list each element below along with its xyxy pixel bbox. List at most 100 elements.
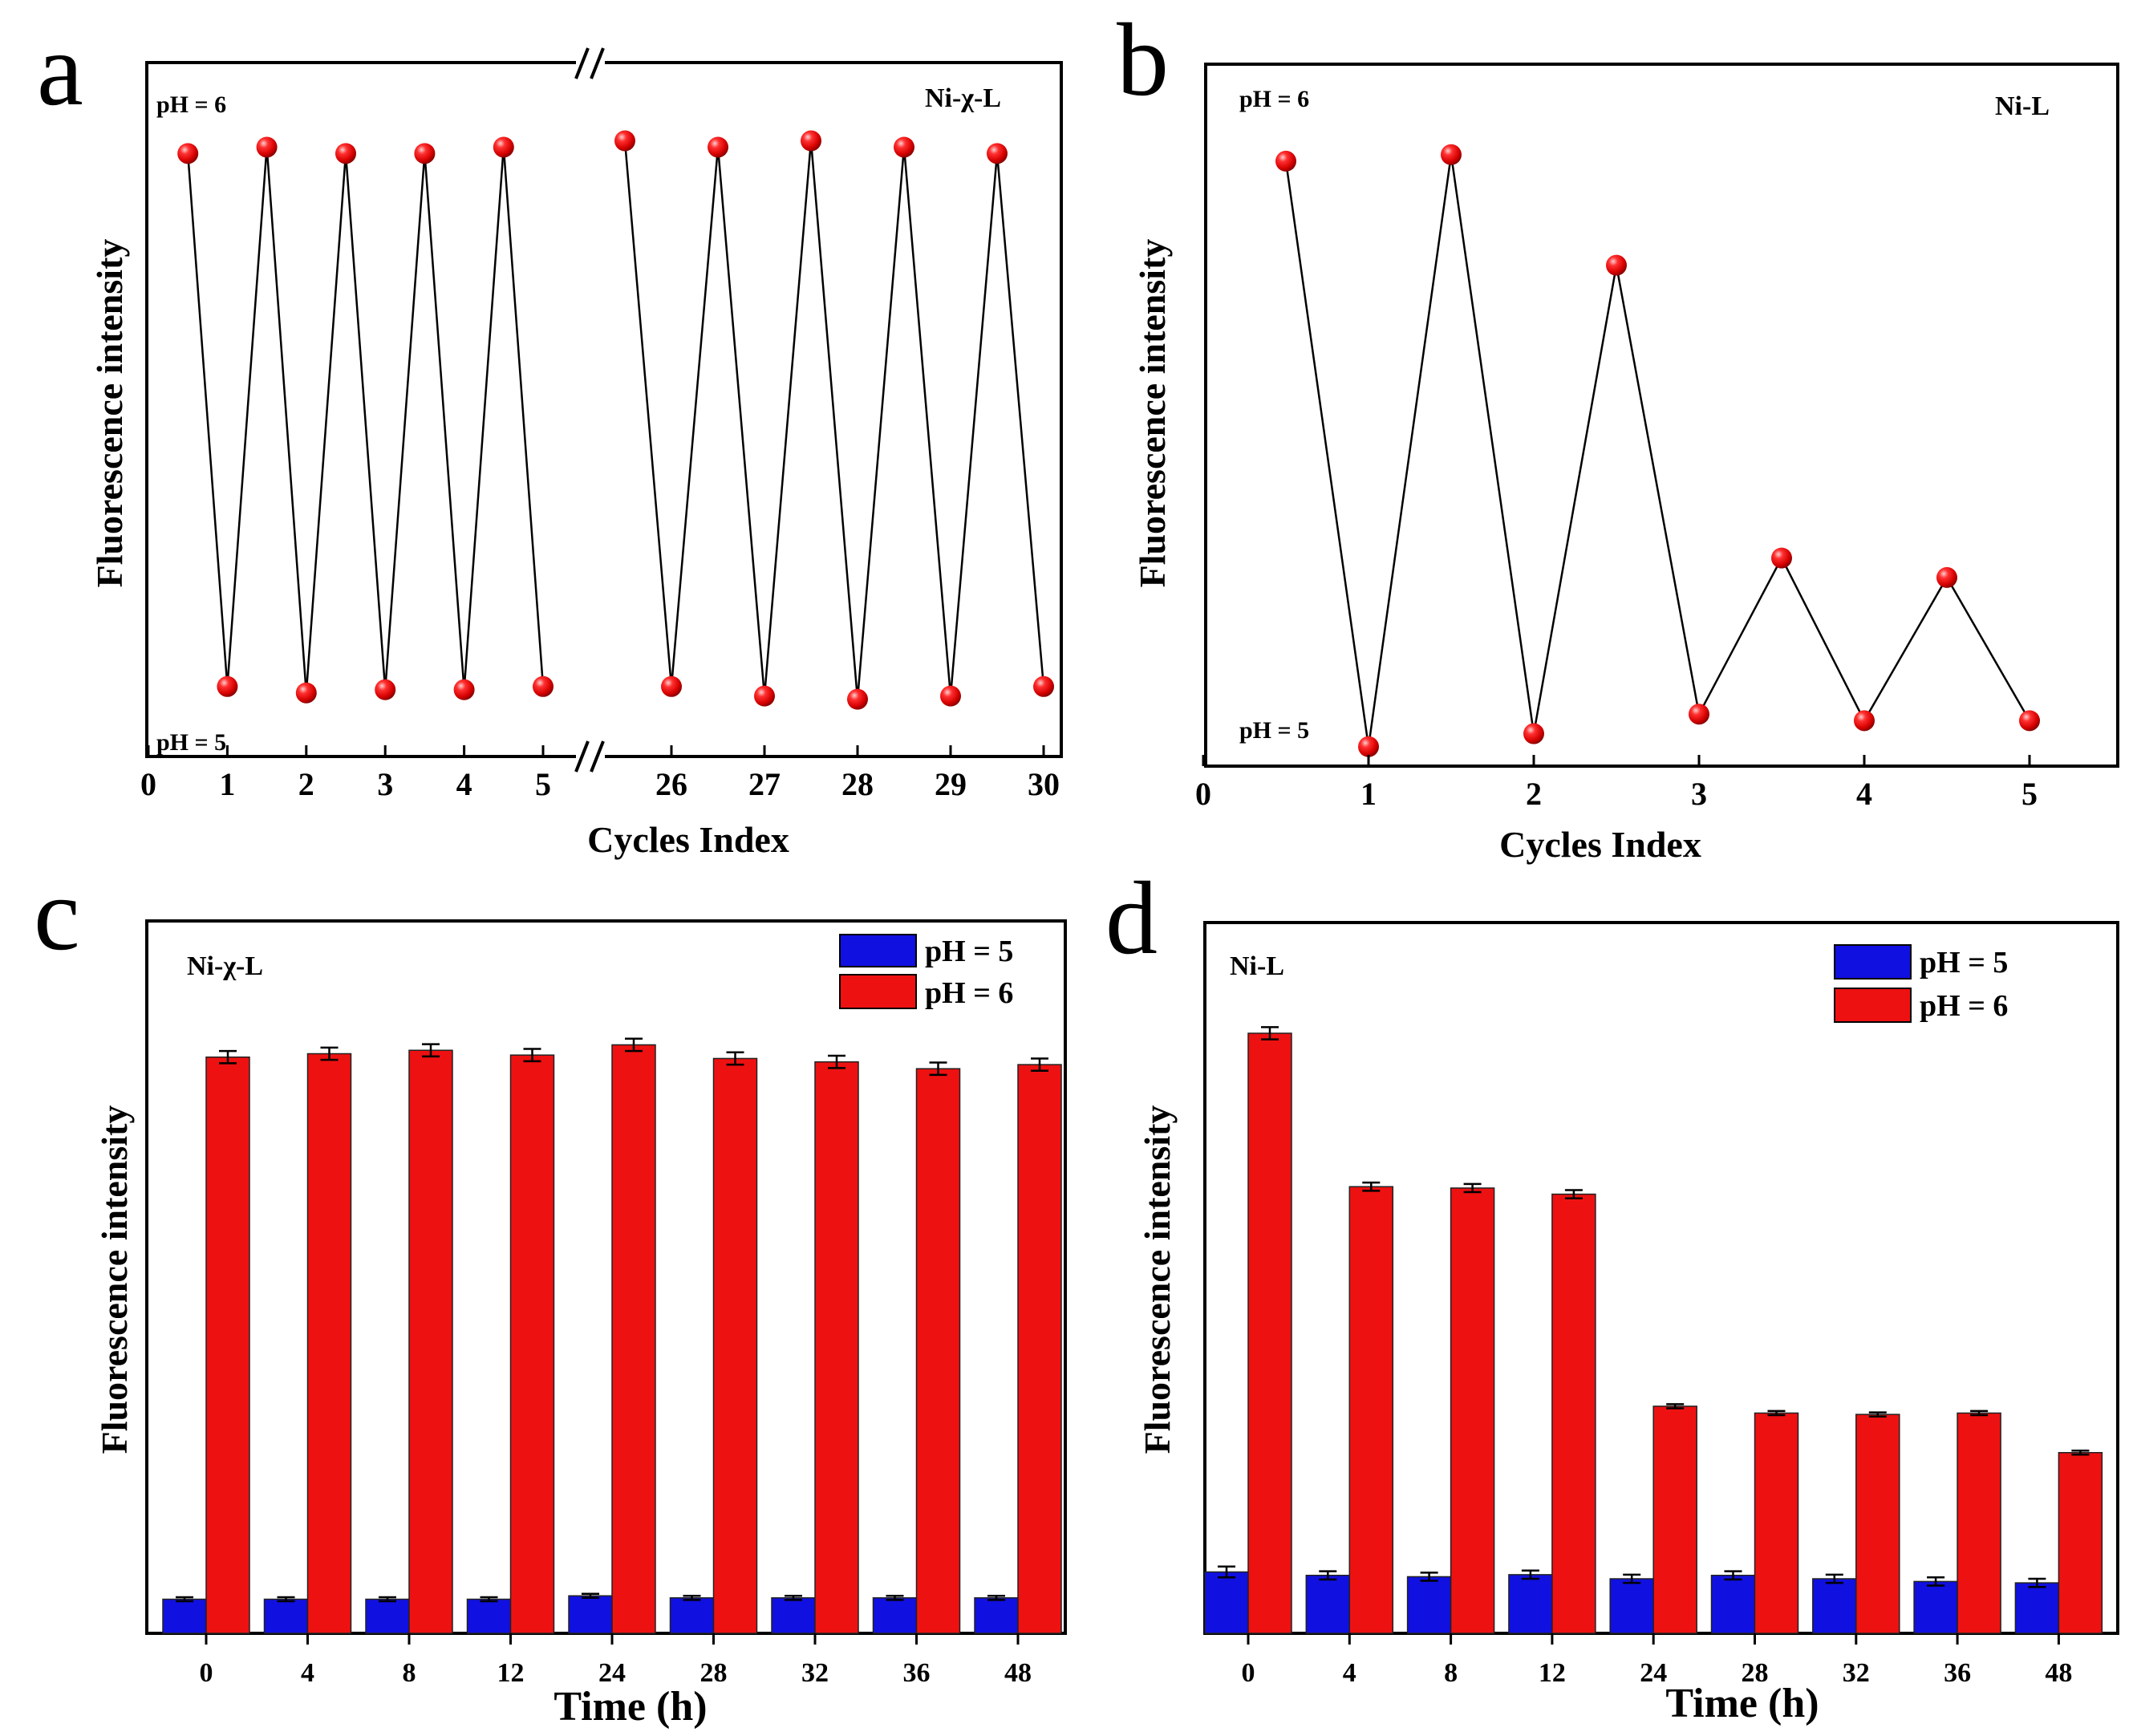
top-label-b: pH = 6 <box>1239 86 1309 112</box>
data-point <box>217 675 238 697</box>
data-point <box>614 130 635 152</box>
error-bar <box>1521 1569 1539 1580</box>
error-bar <box>1463 1182 1482 1194</box>
data-point <box>2019 710 2040 732</box>
x-tick-label: 48 <box>1004 1658 1032 1688</box>
panel-a: a 0 1 2 3 4 5 26 27 28 29 30 Ni-χ-L pH = 6 pH = 5 … <box>37 12 1063 860</box>
series-line-segment <box>1780 558 1866 721</box>
y-axis-title-b: Fluorescence intensity <box>1132 239 1173 588</box>
y-axis-title-d: Fluorescence intensity <box>1137 1105 1178 1454</box>
series-line-segment <box>902 147 952 696</box>
bar-ph6 <box>205 1057 250 1634</box>
legend-swatch-ph6-d <box>1834 988 1912 1023</box>
data-point <box>894 136 914 158</box>
error-bar <box>523 1048 541 1063</box>
x-tick-label: 0 <box>1242 1658 1255 1688</box>
error-bar <box>1564 1189 1583 1199</box>
x-tick-label: 1 <box>1360 776 1377 812</box>
x-tick-label: 12 <box>1539 1658 1566 1688</box>
series-line-segment <box>1945 577 2031 721</box>
data-point <box>1854 710 1875 732</box>
series-line-segment <box>1450 154 1535 734</box>
data-point <box>708 136 728 158</box>
x-tick-label: 4 <box>1856 776 1872 812</box>
error-bar <box>320 1046 339 1061</box>
error-bar <box>582 1592 599 1600</box>
data-point <box>1275 150 1296 172</box>
legend-label-ph5-d: pH = 5 <box>1920 946 2008 980</box>
error-bar <box>1666 1403 1685 1409</box>
error-bar <box>2071 1449 2090 1456</box>
series-line-segment <box>424 153 465 690</box>
panel-d: d 0 4 8 12 24 28 32 36 48 Ni-L pH = 5 pH = 6 Tim… <box>1105 861 2119 1726</box>
data-point <box>335 143 356 164</box>
plot-frame-a <box>145 61 1063 758</box>
error-bar <box>726 1051 744 1066</box>
error-bar <box>1927 1576 1945 1587</box>
bar-ph5 <box>872 1597 918 1634</box>
data-point <box>533 675 554 697</box>
bar-ph6 <box>1855 1414 1900 1634</box>
legend-d: pH = 5 pH = 6 <box>1834 944 2008 1023</box>
error-bar <box>785 1595 802 1601</box>
x-tick-label: 32 <box>801 1658 829 1688</box>
panel-letter-c: c <box>34 857 80 972</box>
series-line-segment <box>1615 265 1701 715</box>
error-bar <box>1319 1570 1337 1581</box>
x-tick-label: 0 <box>1195 776 1211 812</box>
bar-ph6 <box>2058 1452 2103 1634</box>
chart-title-c: Ni-χ-L <box>187 951 263 981</box>
error-bar <box>2028 1577 2046 1588</box>
axis-break-bottom-a <box>574 740 605 773</box>
series-line-segment <box>226 147 268 687</box>
bar-ph5 <box>466 1598 512 1634</box>
bar-ph5 <box>1812 1578 1857 1634</box>
series-line-segment <box>1367 154 1453 747</box>
bar-ph6 <box>1652 1405 1697 1634</box>
bar-ph5 <box>568 1595 613 1634</box>
x-tick-label: 30 <box>1028 766 1060 802</box>
error-bar <box>422 1043 440 1058</box>
x-tick-label: 3 <box>377 766 393 802</box>
series-line-segment <box>670 147 720 687</box>
series-line-segment <box>856 147 906 700</box>
bar-ph5 <box>2014 1582 2060 1634</box>
error-bar <box>379 1596 396 1603</box>
error-bar <box>886 1595 904 1601</box>
x-tick-label: 12 <box>497 1658 525 1688</box>
x-tick-label: 4 <box>456 766 472 802</box>
error-bar <box>219 1049 237 1065</box>
bar-ph5 <box>1406 1576 1452 1634</box>
bar-ph5 <box>974 1597 1019 1634</box>
x-tick-label: 48 <box>2045 1658 2072 1688</box>
series-line-segment <box>763 140 813 696</box>
x-tick-label: 0 <box>200 1658 213 1688</box>
x-tick-label: 28 <box>841 766 874 802</box>
top-label-a: pH = 6 <box>156 91 226 118</box>
chart-title-b: Ni-L <box>1995 91 2050 121</box>
error-bar <box>1031 1057 1048 1072</box>
error-bar <box>1724 1570 1742 1581</box>
data-point <box>661 675 682 697</box>
error-bar <box>1261 1026 1279 1040</box>
panel-letter-b: b <box>1117 2 1169 118</box>
data-point <box>754 685 775 707</box>
data-point <box>1523 723 1544 744</box>
chart-title-d: Ni-L <box>1230 951 1284 981</box>
series-line-segment <box>623 140 673 687</box>
y-axis-title-a: Fluorescence intensity <box>89 239 130 588</box>
bar-ph5 <box>1710 1575 1756 1634</box>
chart-title-a: Ni-χ-L <box>925 83 1001 113</box>
series-line-segment <box>344 153 387 690</box>
legend-swatch-ph5-c <box>839 934 917 967</box>
x-tick-label: 36 <box>1944 1658 1971 1688</box>
x-tick-label: 1 <box>219 766 235 802</box>
series-line-segment <box>809 140 859 700</box>
bar-ph5 <box>1609 1578 1654 1634</box>
bar-ph6 <box>1017 1064 1062 1634</box>
data-point <box>256 136 278 158</box>
bar-ph6 <box>1957 1412 2001 1634</box>
panel-letter-a: a <box>37 12 83 128</box>
error-bar <box>828 1054 845 1069</box>
